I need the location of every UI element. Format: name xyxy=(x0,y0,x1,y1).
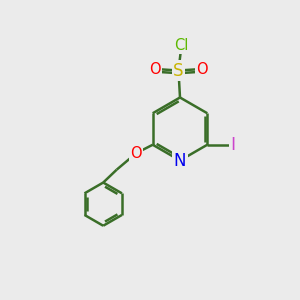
Text: O: O xyxy=(130,146,142,160)
Text: N: N xyxy=(174,152,186,169)
Text: Cl: Cl xyxy=(174,38,189,52)
Text: S: S xyxy=(173,61,184,80)
Text: O: O xyxy=(196,61,208,76)
Text: O: O xyxy=(149,61,161,76)
Text: I: I xyxy=(230,136,235,154)
